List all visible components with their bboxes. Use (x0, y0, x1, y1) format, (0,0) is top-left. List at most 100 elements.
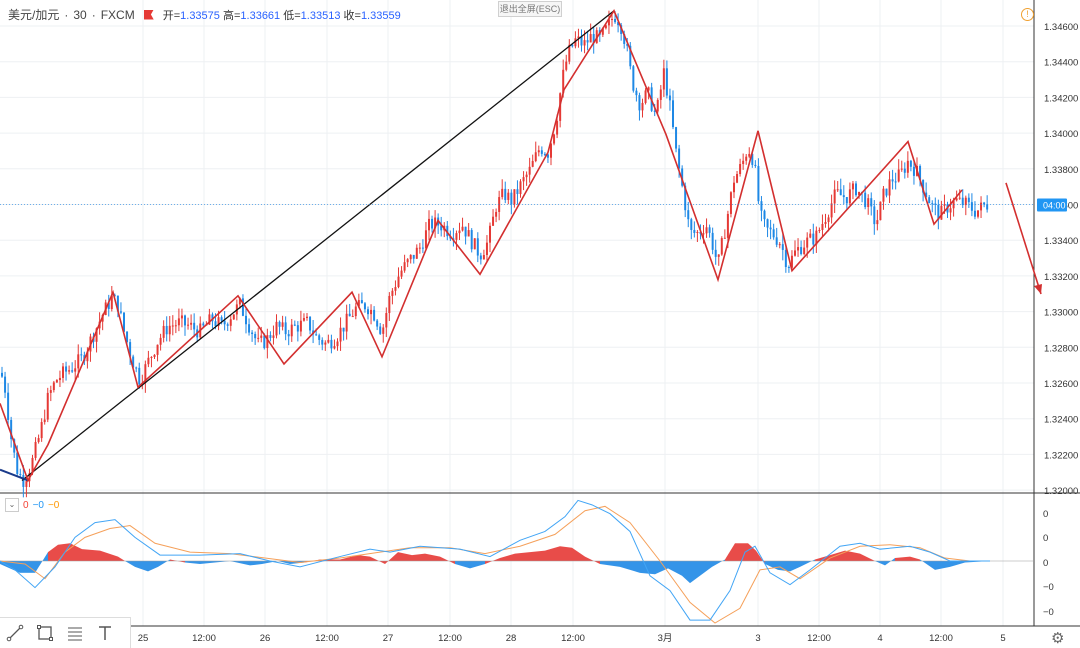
candle-body (562, 69, 565, 94)
candle-body (522, 177, 525, 182)
candle-body (961, 197, 964, 206)
zigzag-line[interactable] (0, 9, 963, 483)
candle-body (772, 229, 775, 238)
candle-body (794, 250, 796, 256)
candle-body (150, 356, 153, 358)
candle-body (973, 210, 976, 217)
candle-body (525, 174, 528, 178)
trendline-tool-button[interactable] (0, 619, 30, 647)
candle-body (733, 182, 735, 193)
candle-body (357, 300, 360, 307)
candle-body (769, 227, 772, 230)
candle-body (397, 276, 400, 288)
candle-body (546, 154, 549, 158)
candle-body (912, 166, 915, 176)
candle-body (388, 295, 391, 314)
symbol-name[interactable]: 美元/加元 (8, 8, 60, 22)
candle-body (132, 356, 135, 368)
candle-body (156, 344, 159, 355)
candle-body (74, 368, 77, 372)
macd-histogram-bar (470, 561, 485, 569)
text-tool-button[interactable] (90, 619, 120, 647)
macd-histogram-bar (800, 559, 815, 567)
interval-label[interactable]: 30 (73, 7, 87, 22)
candle-body (144, 364, 147, 383)
fib-tool-button[interactable] (60, 619, 90, 647)
candle-body (495, 211, 498, 217)
price-tick-label: 1.32800 (1044, 343, 1078, 354)
candle-body (830, 203, 833, 218)
candle-body (440, 225, 443, 231)
macd-histogram-bar (500, 553, 515, 561)
candle-body (123, 312, 125, 332)
candle-body (873, 206, 876, 225)
candle-body (330, 339, 333, 349)
candle-body (937, 204, 940, 220)
candle-body (385, 313, 388, 328)
candle-body (95, 328, 98, 342)
candle-body (46, 392, 49, 420)
candle-body (351, 316, 354, 318)
candle-body (257, 337, 260, 339)
candle-body (55, 380, 58, 383)
macd-line (0, 499, 990, 621)
current-price-label: 04:00 (1043, 201, 1066, 211)
time-tick-label: 12:00 (561, 633, 585, 644)
candle-body (967, 197, 970, 203)
settings-gear-icon[interactable]: ⚙ (1051, 630, 1065, 647)
candle-body (354, 306, 357, 317)
candle-body (263, 335, 266, 349)
candle-body (885, 188, 888, 196)
fib-lines-icon (68, 627, 82, 641)
candle-body (583, 40, 586, 46)
candle-body (470, 230, 473, 250)
candle-body (815, 230, 818, 245)
flag-icon[interactable] (143, 9, 154, 20)
time-tick-label: 12:00 (929, 633, 953, 644)
macd-histogram-bar (70, 543, 82, 561)
candle-body (119, 311, 122, 313)
candle-body (943, 204, 946, 206)
candle-body (693, 229, 696, 233)
candle-body (116, 295, 119, 312)
candle-body (501, 188, 504, 198)
candle-body (147, 357, 150, 365)
exit-fullscreen-button[interactable]: 退出全屏(ESC) (498, 1, 562, 17)
candle-body (601, 28, 604, 35)
candle-body (202, 323, 205, 326)
indicator-value-3: −0 (47, 499, 60, 511)
trendline-left-extension[interactable] (0, 468, 29, 482)
candle-body (324, 342, 327, 345)
candle-body (644, 90, 647, 103)
candle-body (586, 40, 589, 43)
macd-histogram-bar (262, 561, 278, 564)
trendline[interactable] (21, 10, 615, 481)
rectangle-tool-button[interactable] (30, 619, 60, 647)
candle-body (412, 254, 415, 259)
candle-body (760, 201, 763, 211)
candle-body (925, 192, 928, 198)
candle-body (339, 327, 342, 342)
candle-body (928, 197, 931, 204)
macd-histogram-bar (230, 561, 250, 566)
open-label: 开= (162, 9, 181, 22)
candle-body (226, 324, 229, 326)
candle-body (790, 255, 793, 268)
candle-body (379, 326, 382, 334)
candle-body (931, 203, 934, 205)
time-tick-label: 12:00 (315, 633, 339, 644)
candle-body (833, 189, 836, 204)
macd-histogram-bar (158, 559, 170, 567)
candle-body (696, 231, 699, 233)
candle-body (162, 325, 165, 338)
candle-body (705, 227, 708, 234)
candle-body (528, 166, 531, 175)
candle-body (232, 314, 235, 320)
macd-histogram-bar (515, 552, 530, 561)
chevron-down-icon[interactable]: ⌄ (5, 498, 19, 512)
price-tick-label: 1.34600 (1044, 22, 1078, 33)
forecast-arrow[interactable] (1005, 182, 1042, 295)
candle-body (287, 334, 290, 337)
warning-icon[interactable]: ! (1021, 8, 1034, 21)
